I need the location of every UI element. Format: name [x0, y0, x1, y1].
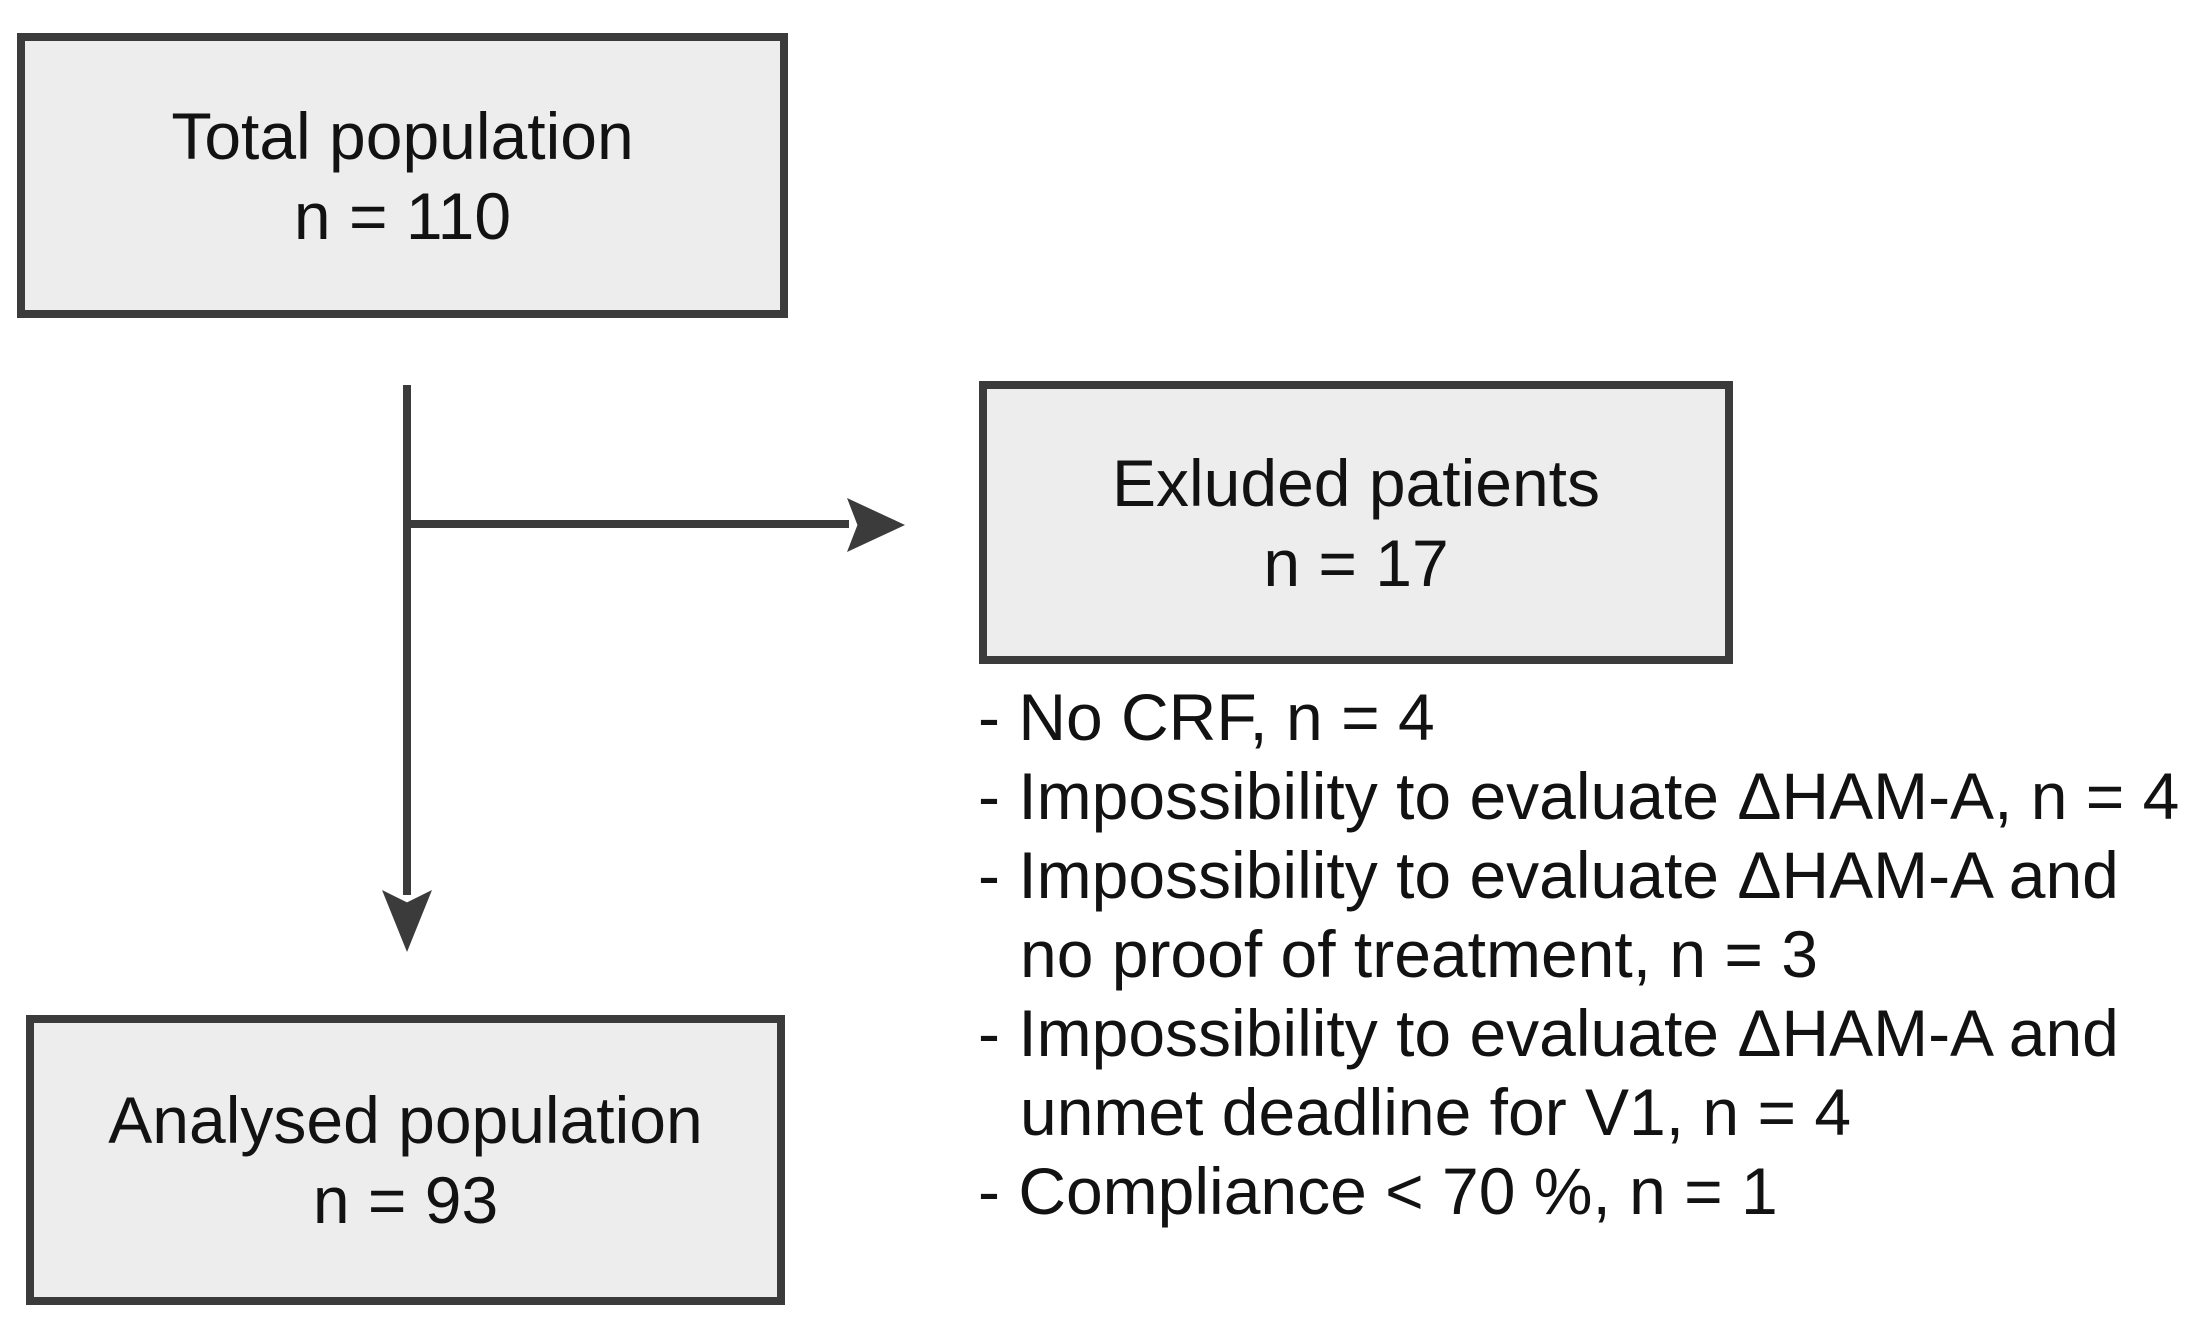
arrow-down-shaft	[403, 385, 411, 895]
exclusion-reason-item: - No CRF, n = 4	[978, 680, 1435, 754]
exclusion-reason-item: - Impossibility to evaluate ΔHAM-A and	[978, 838, 2119, 912]
exclusion-reason-continuation: unmet deadline for V1, n = 4	[1020, 1075, 1852, 1149]
total-population-label: Total population	[171, 98, 634, 173]
total-population-count: n = 110	[293, 178, 512, 253]
arrow-right-head-icon	[847, 498, 905, 552]
node-excluded-patients: Exluded patients n = 17	[979, 381, 1733, 664]
arrow-down-head-icon	[382, 890, 432, 952]
arrow-right-shaft	[407, 520, 849, 528]
exclusion-reasons-list: - No CRF, n = 4- Impossibility to evalua…	[978, 678, 2197, 1231]
analysed-population-label: Analysed population	[108, 1083, 703, 1157]
node-total-population: Total population n = 110	[17, 33, 788, 318]
exclusion-reason-item: - Compliance < 70 %, n = 1	[978, 1154, 1778, 1228]
analysed-population-count: n = 93	[312, 1163, 499, 1237]
node-analysed-population: Analysed population n = 93	[26, 1015, 785, 1305]
excluded-patients-count: n = 17	[1263, 525, 1449, 600]
exclusion-reason-continuation: no proof of treatment, n = 3	[1020, 917, 1818, 991]
exclusion-reason-item: - Impossibility to evaluate ΔHAM-A, n = …	[978, 759, 2180, 833]
exclusion-reason-item: - Impossibility to evaluate ΔHAM-A and	[978, 996, 2119, 1070]
excluded-patients-label: Exluded patients	[1111, 445, 1600, 520]
